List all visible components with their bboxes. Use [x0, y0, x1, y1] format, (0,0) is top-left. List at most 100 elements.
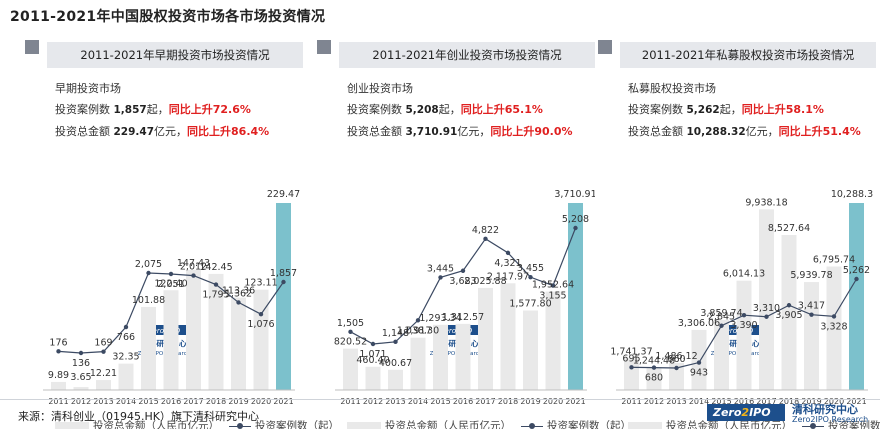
line-point: [78, 350, 84, 356]
x-tick-label: 2017: [756, 397, 776, 406]
bar: [478, 287, 493, 390]
x-tick-label: 2014: [408, 397, 428, 406]
bar-value-label: 1,486.12: [655, 351, 697, 362]
line-point: [370, 341, 376, 347]
legend-line-swatch: [521, 422, 543, 429]
bar: [388, 369, 403, 390]
bar: [736, 280, 752, 390]
legend-line-label: 投资案例数（起）: [828, 420, 880, 429]
amount-growth: 同比上升51.4%: [778, 125, 861, 138]
x-tick-label: 2016: [453, 397, 473, 406]
cases-line: 投资案例数 5,262起，同比上升58.1%: [628, 99, 861, 121]
line-point: [146, 270, 151, 276]
cases-growth: 同比上升65.1%: [460, 103, 543, 116]
summary-text: 创业投资市场 投资案例数 5,208起，同比上升65.1% 投资总金额 3,71…: [347, 78, 573, 143]
line-point: [528, 274, 533, 280]
line-value-label: 5,208: [562, 214, 589, 225]
amount-value: 10,288.32: [686, 126, 746, 138]
bar: [231, 297, 246, 390]
panel-title: 2011-2021年创业投资市场投资情况: [339, 42, 595, 68]
panel-title: 2011-2021年早期投资市场投资情况: [47, 42, 303, 68]
bar-value-label: 3,306.06: [678, 318, 720, 329]
bar-value-label: 10,288.3 2: [831, 189, 876, 200]
legend-bar-label: 投资总金额（人民币亿元）: [666, 420, 792, 429]
logo-two-text: 2: [741, 406, 750, 419]
summary-text: 早期投资市场 投资案例数 1,857起，同比上升72.6% 投资总金额 229.…: [55, 78, 269, 143]
line-point: [168, 271, 174, 277]
x-tick-label: 2019: [520, 397, 540, 406]
line-point: [393, 339, 398, 345]
amount-value: 229.47: [113, 126, 155, 138]
line-value-label: 1,795: [202, 290, 229, 301]
bar-value-label: 1,952.64: [532, 280, 574, 291]
bar: [781, 235, 797, 390]
cases-prefix: 投资案例数: [55, 103, 114, 116]
bar-value-label: 122.40: [154, 278, 187, 289]
amount-prefix: 投资总金额: [347, 125, 406, 138]
cases-line: 投资案例数 5,208起，同比上升65.1%: [347, 99, 573, 121]
bar-value-label: 2,117.97: [487, 271, 529, 282]
amount-prefix: 投资总金额: [55, 125, 114, 138]
legend-bar-label: 投资总金额（人民币亿元）: [385, 420, 511, 429]
amount-line: 投资总金额 229.47亿元，同比上升86.4%: [55, 121, 269, 143]
bar-value-label: 3,710.91: [554, 189, 595, 200]
line-point: [831, 314, 837, 319]
x-tick-label: 2012: [363, 397, 383, 406]
bar: [849, 203, 864, 390]
bar-value-label: 113.36: [222, 286, 255, 297]
panel-title: 2011-2021年私募股权投资市场投资情况: [620, 42, 876, 68]
line-value-label: 3,328: [820, 321, 847, 332]
bar-value-label: 6,795.74: [813, 254, 855, 265]
cases-value: 5,262: [686, 104, 720, 116]
line-value-label: 136: [72, 358, 90, 369]
legend-line-label: 投资案例数（起）: [255, 420, 339, 429]
bar: [691, 329, 707, 390]
amount-suffix: 亿元，: [745, 125, 779, 138]
legend: 投资总金额（人民币亿元） 投资案例数（起）: [55, 418, 339, 429]
line-value-label: 943: [690, 368, 708, 379]
x-tick-label: 2013: [93, 397, 113, 406]
header-square-icon: [25, 40, 39, 54]
x-tick-label: 2021: [565, 397, 585, 406]
x-tick-label: 2020: [824, 397, 844, 406]
legend-bar-swatch: [347, 421, 381, 429]
bar-value-label: 1,312.57: [442, 312, 484, 323]
line-value-label: 766: [117, 332, 135, 343]
line-value-label: 5,262: [843, 265, 870, 276]
x-tick-label: 2021: [273, 397, 293, 406]
logo-ipo-text: IPO: [749, 406, 771, 419]
bar-value-label: 9,938.18: [745, 197, 787, 208]
bar-value-label: 142.45: [199, 262, 232, 273]
bar-value-label: 12.21: [90, 368, 117, 379]
line-point: [415, 318, 421, 323]
line-point: [764, 314, 769, 319]
line-value-label: 3,417: [798, 301, 825, 312]
line-point: [809, 312, 814, 317]
bar-value-label: 820.52: [334, 337, 367, 348]
line-value-label: 1,857: [270, 268, 297, 279]
x-tick-label: 2016: [161, 397, 181, 406]
line-value-label: 1,076: [247, 319, 274, 330]
bar-value-label: 1,741.37: [610, 346, 652, 357]
amount-growth: 同比上升90.0%: [490, 125, 573, 138]
bar: [253, 289, 269, 390]
x-tick-label: 2018: [498, 397, 518, 406]
zero2ipo-logo: Zero2IPO: [707, 404, 785, 421]
header-square-icon: [317, 40, 331, 54]
bar-value-label: 460.40: [356, 355, 389, 366]
line-value-label: 3,445: [427, 263, 454, 274]
bar: [804, 282, 819, 390]
line-point: [348, 329, 353, 335]
line-point: [550, 283, 556, 288]
bar-value-label: 5,939.78: [790, 270, 832, 281]
x-tick-label: 2016: [734, 397, 754, 406]
x-tick-label: 2014: [116, 397, 136, 406]
bar: [455, 323, 471, 390]
line-value-label: 2,012: [180, 262, 207, 273]
bar: [523, 310, 538, 390]
cases-prefix: 投资案例数: [628, 103, 687, 116]
market-name: 早期投资市场: [55, 82, 121, 95]
x-tick-label: 2015: [430, 397, 450, 406]
bar: [624, 358, 639, 390]
x-tick-label: 2021: [846, 397, 866, 406]
